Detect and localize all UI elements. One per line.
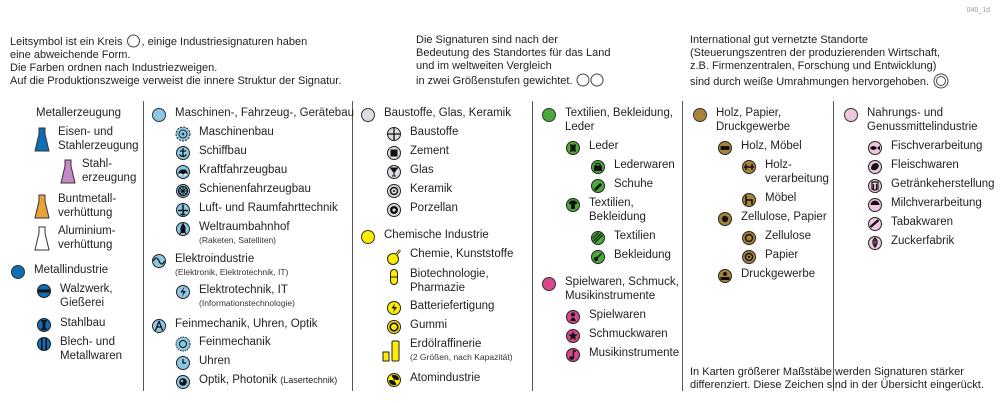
fabric-icon bbox=[591, 231, 605, 245]
intro-right-line-2: (Steuerungszentren der produzierenden Wi… bbox=[690, 47, 941, 59]
intro-left-line-1-tail: , einige Industriesignaturen haben bbox=[141, 36, 308, 48]
note-icon bbox=[566, 348, 580, 362]
steel-construction-icon bbox=[37, 318, 51, 332]
glass-icon bbox=[387, 165, 401, 179]
paper-icon bbox=[742, 250, 756, 264]
rail-wheel-icon bbox=[176, 184, 190, 198]
car-icon bbox=[176, 165, 190, 179]
intro-left: Leitsymbol ist ein Kreis , einige Industr… bbox=[10, 34, 341, 88]
dial-icon bbox=[175, 336, 191, 352]
cellulose-icon bbox=[742, 231, 756, 245]
tobacco-icon bbox=[868, 217, 882, 231]
intro-middle: Die Signaturen sind nach der Bedeutung d… bbox=[416, 34, 610, 88]
retort-icon bbox=[387, 249, 401, 265]
button-icon bbox=[591, 250, 605, 264]
anchor-icon bbox=[176, 146, 190, 160]
framed-circle-icon bbox=[933, 73, 949, 89]
toy-icon bbox=[566, 310, 580, 324]
sugar-icon bbox=[868, 236, 882, 250]
cement-icon bbox=[387, 146, 401, 160]
intro-left-line-4: Auf die Produktionszweige verweist die i… bbox=[10, 75, 342, 87]
sheet-metal-icon bbox=[37, 337, 51, 351]
circle-outline-icon bbox=[126, 34, 140, 48]
shirt-icon bbox=[566, 198, 580, 212]
circle-lightblue-icon bbox=[152, 108, 166, 122]
shoe-icon bbox=[591, 179, 605, 193]
log-icon bbox=[718, 141, 732, 155]
flask-pink-icon bbox=[60, 159, 76, 184]
gear-icon bbox=[175, 126, 191, 142]
lens-icon bbox=[176, 375, 190, 389]
intro-middle-line-3: und im weltweiten Vergleich bbox=[416, 60, 552, 72]
brick-cross-icon bbox=[387, 127, 401, 141]
rubber-icon bbox=[387, 320, 401, 334]
separator-3 bbox=[532, 101, 533, 391]
size-circles-icon bbox=[576, 73, 604, 87]
flask-white-icon bbox=[34, 226, 50, 251]
intro-middle-line-1: Die Signaturen sind nach der bbox=[416, 34, 558, 46]
radiation-icon bbox=[387, 373, 401, 387]
airplane-icon bbox=[176, 203, 190, 217]
lightning-icon bbox=[176, 285, 190, 299]
wood-processing-icon bbox=[742, 160, 756, 174]
drink-icon bbox=[868, 179, 882, 193]
circle-gray-icon bbox=[361, 108, 375, 122]
intro-right-line-3: z.B. Firmenzentralen, Forschung und Entw… bbox=[690, 60, 937, 72]
clock-icon bbox=[176, 356, 190, 370]
footer-line-1: In Karten größerer Maßstäbe werden Signa… bbox=[690, 366, 964, 378]
intro-right-line-4: sind durch weiße Umrahmungen hervorgehob… bbox=[690, 76, 930, 88]
intro-right-line-1: International gut vernetzte Standorte bbox=[690, 34, 868, 46]
circle-blue-icon bbox=[11, 265, 25, 279]
circle-yellow-icon bbox=[361, 230, 375, 244]
sine-wave-icon bbox=[152, 254, 166, 268]
paper-roll-icon bbox=[718, 212, 732, 226]
meat-icon bbox=[868, 160, 882, 174]
jewel-icon bbox=[566, 329, 580, 343]
flask-blue-icon bbox=[34, 127, 50, 152]
circle-pink-icon bbox=[844, 108, 858, 122]
footer-line-2: differenziert. Diese Zeichen sind in der… bbox=[690, 379, 984, 391]
fish-icon bbox=[868, 141, 882, 155]
ceramic-icon bbox=[387, 184, 401, 198]
intro-right: International gut vernetzte Standorte (S… bbox=[690, 34, 950, 89]
refinery-icon bbox=[382, 340, 400, 362]
circle-brown-icon bbox=[693, 108, 707, 122]
intro-left-line-3: Die Farben ordnen nach Industriezweigen. bbox=[10, 62, 218, 74]
flask-orange-icon bbox=[34, 194, 50, 219]
bag-icon bbox=[591, 160, 605, 174]
intro-middle-line-4: in zwei Größenstufen gewichtet. bbox=[416, 75, 573, 87]
printing-icon bbox=[718, 269, 732, 283]
leather-icon bbox=[566, 141, 580, 155]
battery-icon bbox=[387, 301, 401, 315]
furniture-icon bbox=[742, 193, 756, 207]
intro-left-line-2: eine abweichende Form. bbox=[10, 49, 131, 61]
separator-5 bbox=[833, 101, 834, 391]
rolling-mill-icon bbox=[37, 284, 51, 298]
separator-2 bbox=[352, 101, 353, 391]
separator-4 bbox=[682, 101, 683, 391]
circle-green-icon bbox=[542, 108, 556, 122]
intro-middle-line-2: Bedeutung des Standortes für das Land bbox=[416, 47, 611, 59]
separator-1 bbox=[143, 101, 144, 391]
circle-magenta-icon bbox=[542, 277, 556, 291]
rocket-icon bbox=[176, 222, 190, 236]
milk-icon bbox=[868, 198, 882, 212]
capsule-icon bbox=[390, 269, 398, 285]
compass-icon bbox=[152, 319, 166, 333]
footer-note: In Karten größerer Maßstäbe werden Signa… bbox=[690, 366, 984, 392]
intro-left-line-1: Leitsymbol ist ein Kreis bbox=[10, 36, 123, 48]
figure-code: 040_1d bbox=[966, 7, 990, 14]
porcelain-icon bbox=[387, 203, 401, 217]
